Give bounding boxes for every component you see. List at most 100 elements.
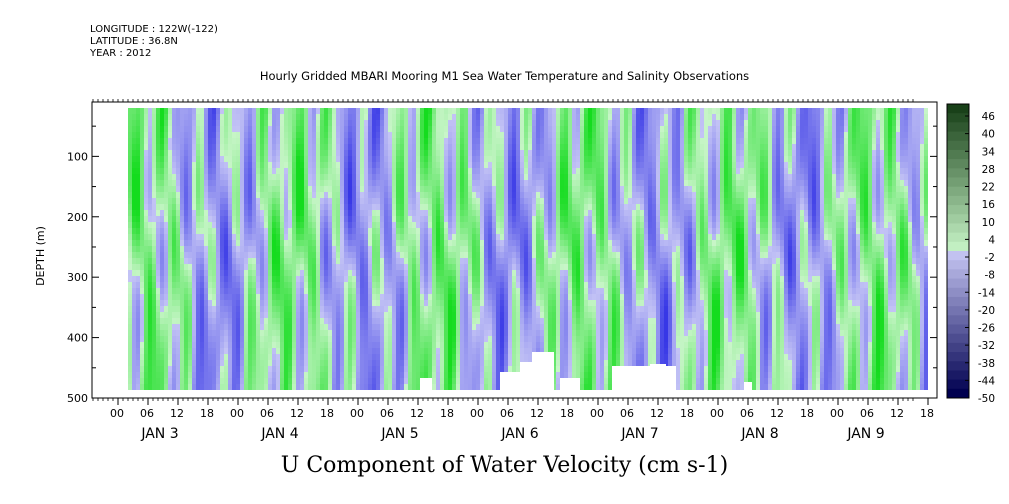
heatmap-cell: [148, 294, 152, 300]
heatmap-cell: [136, 186, 140, 192]
heatmap-cell: [344, 180, 348, 186]
heatmap-cell: [444, 276, 448, 282]
heatmap-cell: [240, 204, 244, 210]
heatmap-cell: [412, 378, 416, 384]
heatmap-cell: [480, 120, 484, 126]
heatmap-cell: [168, 282, 172, 288]
heatmap-cell: [304, 270, 308, 276]
heatmap-cell: [188, 216, 192, 222]
heatmap-cell: [444, 156, 448, 162]
heatmap-cell: [460, 198, 464, 204]
heatmap-cell: [380, 192, 384, 198]
heatmap-cell: [268, 378, 272, 384]
heatmap-cell: [500, 204, 504, 210]
heatmap-cell: [472, 186, 476, 192]
heatmap-cell: [192, 324, 196, 330]
heatmap-cell: [128, 348, 132, 354]
heatmap-cell: [148, 108, 152, 114]
heatmap-cell: [224, 192, 228, 198]
heatmap-cell: [224, 318, 228, 324]
heatmap-cell: [292, 240, 296, 246]
heatmap-cell: [272, 240, 276, 246]
heatmap-cell: [432, 174, 436, 180]
heatmap-cell: [512, 234, 516, 240]
heatmap-cell: [132, 276, 136, 282]
heatmap-cell: [520, 342, 524, 348]
heatmap-cell: [364, 312, 368, 318]
heatmap-cell: [128, 222, 132, 228]
heatmap-cell: [148, 216, 152, 222]
heatmap-cell: [420, 360, 424, 366]
heatmap-cell: [200, 138, 204, 144]
heatmap-cell: [128, 204, 132, 210]
heatmap-cell: [380, 168, 384, 174]
heatmap-cell: [412, 318, 416, 324]
heatmap-cell: [168, 258, 172, 264]
heatmap-cell: [432, 234, 436, 240]
heatmap-cell: [420, 276, 424, 282]
heatmap-cell: [256, 312, 260, 318]
heatmap-cell: [296, 204, 300, 210]
heatmap-cell: [320, 330, 324, 336]
heatmap-cell: [204, 312, 208, 318]
heatmap-cell: [272, 174, 276, 180]
heatmap-cell: [412, 108, 416, 114]
heatmap-cell: [188, 162, 192, 168]
heatmap-cell: [536, 234, 540, 240]
heatmap-cell: [156, 246, 160, 252]
heatmap-cell: [300, 162, 304, 168]
heatmap-cell: [404, 168, 408, 174]
heatmap-cell: [212, 150, 216, 156]
heatmap-cell: [492, 288, 496, 294]
heatmap-cell: [348, 336, 352, 342]
heatmap-cell: [228, 168, 232, 174]
heatmap-cell: [292, 168, 296, 174]
heatmap-cell: [452, 336, 456, 342]
heatmap-cell: [184, 354, 188, 360]
heatmap-cell: [308, 348, 312, 354]
heatmap-cell: [208, 366, 212, 372]
heatmap-cell: [452, 186, 456, 192]
heatmap-cell: [244, 348, 248, 354]
heatmap-cell: [468, 132, 472, 138]
heatmap-cell: [424, 150, 428, 156]
heatmap-cell: [336, 222, 340, 228]
heatmap-cell: [332, 108, 336, 114]
heatmap-cell: [464, 108, 468, 114]
heatmap-cell: [528, 264, 532, 270]
heatmap-cell: [156, 336, 160, 342]
heatmap-cell: [476, 366, 480, 372]
heatmap-cell: [492, 282, 496, 288]
heatmap-cell: [192, 342, 196, 348]
heatmap-cell: [344, 306, 348, 312]
heatmap-cell: [160, 246, 164, 252]
heatmap-cell: [212, 342, 216, 348]
heatmap-cell: [508, 318, 512, 324]
heatmap-cell: [372, 222, 376, 228]
heatmap-cell: [472, 132, 476, 138]
heatmap-cell: [164, 324, 168, 330]
heatmap-cell: [300, 324, 304, 330]
heatmap-cell: [248, 162, 252, 168]
heatmap-cell: [448, 120, 452, 126]
heatmap-cell: [472, 174, 476, 180]
heatmap-cell: [200, 294, 204, 300]
heatmap-cell: [288, 192, 292, 198]
heatmap-cell: [452, 384, 456, 390]
heatmap-cell: [176, 360, 180, 366]
heatmap-cell: [264, 348, 268, 354]
heatmap-cell: [388, 222, 392, 228]
heatmap-cell: [144, 180, 148, 186]
heatmap-cell: [512, 162, 516, 168]
heatmap-cell: [228, 336, 232, 342]
heatmap-cell: [380, 216, 384, 222]
heatmap-cell: [540, 180, 544, 186]
heatmap-cell: [508, 108, 512, 114]
heatmap-cell: [196, 108, 200, 114]
heatmap-cell: [392, 318, 396, 324]
heatmap-cell: [160, 144, 164, 150]
heatmap-cell: [424, 138, 428, 144]
heatmap-cell: [472, 378, 476, 384]
heatmap-cell: [444, 138, 448, 144]
heatmap-cell: [288, 270, 292, 276]
